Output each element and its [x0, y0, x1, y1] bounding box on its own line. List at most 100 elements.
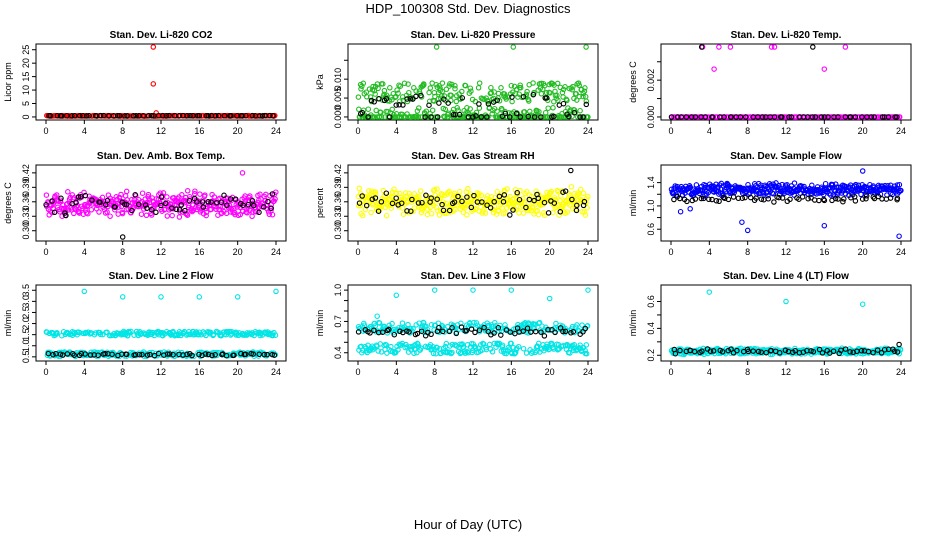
x-tick-label: 4: [707, 126, 712, 136]
data-point: [104, 209, 110, 215]
x-tick-label: 16: [819, 247, 829, 257]
chart-title: Stan. Dev. Li-820 Pressure: [411, 30, 536, 41]
hourly-point: [418, 328, 425, 334]
hourly-point: [582, 325, 589, 332]
data-point: [145, 191, 152, 198]
data-point: [410, 208, 416, 214]
hourly-point: [200, 204, 207, 210]
hourly-point: [551, 113, 557, 120]
data-point: [184, 188, 191, 194]
hourly-point: [809, 114, 816, 120]
data-point: [211, 194, 218, 200]
data-point: [388, 343, 394, 350]
hourly-point: [408, 208, 414, 214]
data-point: [574, 97, 580, 103]
hourly-point: [184, 351, 190, 358]
data-point: [489, 111, 495, 117]
x-tick-label: 12: [156, 367, 166, 377]
hourly-point: [810, 348, 817, 355]
data-point: [247, 207, 253, 214]
data-point: [460, 209, 467, 216]
hourly-point: [787, 196, 793, 203]
hourly-point: [83, 113, 90, 119]
outlier-point: [470, 287, 476, 293]
hourly-point: [671, 196, 677, 203]
hourly-point: [271, 352, 278, 358]
hourly-point: [674, 114, 681, 120]
hourly-point: [47, 112, 54, 119]
chart-panel: Stan. Dev. Li-820 CO2 Licor ppm 0 4 8 12 16 20 2…: [3, 30, 287, 136]
data-point: [562, 343, 569, 349]
x-tick-label: 20: [545, 247, 555, 257]
hourly-point: [470, 114, 476, 120]
hourly-point: [386, 326, 392, 333]
data-point: [448, 350, 454, 357]
hourly-point: [832, 195, 839, 202]
y-tick-label: 15: [21, 72, 31, 82]
chart-panel: Stan. Dev. Line 4 (LT) Flow ml/min 0 4 8 12 16…: [628, 271, 912, 377]
outlier-point: [711, 66, 717, 72]
hourly-point: [63, 212, 69, 219]
data-point: [80, 330, 86, 337]
hourly-point: [355, 329, 362, 335]
data-point: [356, 185, 363, 192]
y-tick-label: 0.36: [21, 193, 31, 211]
hourly-point: [871, 114, 878, 120]
hourly-point: [520, 93, 527, 100]
hourly-point: [434, 114, 441, 120]
data-point: [498, 85, 504, 91]
hourly-point: [368, 97, 375, 104]
data-point: [65, 189, 71, 195]
data-point: [720, 192, 727, 198]
y-axis-label: ml/min: [628, 190, 638, 217]
data-point: [421, 82, 427, 88]
hourly-point: [852, 114, 859, 120]
hourly-point: [182, 207, 188, 214]
hourly-point: [463, 327, 470, 334]
hourly-point: [737, 114, 744, 120]
data-point: [573, 91, 579, 97]
data-point: [364, 94, 370, 100]
hourly-point: [245, 201, 252, 208]
data-point: [585, 193, 591, 200]
data-point: [497, 325, 504, 332]
chart-title: Stan. Dev. Li-820 CO2: [110, 30, 213, 41]
hourly-point: [571, 109, 578, 116]
data-point: [573, 347, 579, 354]
hourly-point: [570, 328, 577, 335]
data-point: [473, 320, 480, 326]
data-point: [232, 211, 238, 218]
hourly-point: [160, 112, 166, 119]
hourly-point: [453, 330, 460, 337]
x-tick-label: 4: [82, 247, 87, 257]
hourly-point: [428, 331, 434, 338]
data-point: [381, 87, 388, 94]
hourly-point: [449, 325, 455, 331]
hourly-point: [218, 199, 225, 205]
data-point: [381, 323, 388, 330]
data-point: [415, 114, 422, 120]
hourly-point: [51, 209, 58, 216]
hourly-point: [393, 195, 399, 201]
hourly-point: [484, 202, 490, 208]
hourly-point: [517, 114, 524, 120]
x-tick-label: 8: [120, 367, 125, 377]
x-tick-label: 8: [432, 126, 437, 136]
hourly-point: [170, 351, 176, 358]
data-point: [520, 210, 527, 216]
hourly-point: [707, 348, 714, 354]
hourly-point: [859, 196, 866, 202]
data-point: [770, 191, 777, 197]
hourly-point: [445, 100, 451, 106]
data-point: [583, 342, 590, 348]
data-point: [176, 214, 183, 220]
data-point: [358, 86, 364, 92]
hourly-point: [102, 350, 108, 357]
data-point: [536, 320, 542, 327]
data-point: [85, 210, 91, 217]
hourly-point: [240, 202, 246, 209]
data-point: [465, 185, 471, 192]
plot-frame: [347, 43, 599, 121]
hourly-point: [375, 208, 382, 214]
